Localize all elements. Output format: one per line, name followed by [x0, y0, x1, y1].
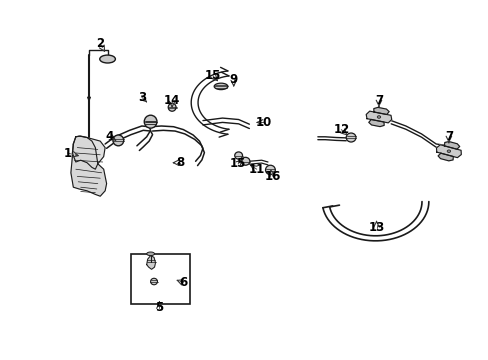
Polygon shape [366, 111, 391, 123]
Polygon shape [72, 136, 105, 169]
Text: 16: 16 [264, 170, 281, 183]
Text: 1: 1 [63, 147, 71, 159]
Bar [131, 254, 189, 304]
Ellipse shape [376, 116, 380, 118]
Text: 4: 4 [106, 130, 114, 143]
Ellipse shape [150, 278, 157, 285]
Text: 11: 11 [248, 163, 264, 176]
Ellipse shape [113, 135, 123, 146]
Polygon shape [71, 136, 106, 196]
Ellipse shape [146, 252, 154, 256]
Text: 5: 5 [155, 301, 163, 314]
Text: 2: 2 [96, 37, 104, 50]
Ellipse shape [168, 103, 176, 111]
Text: 3: 3 [138, 91, 145, 104]
Text: 9: 9 [229, 73, 237, 86]
Ellipse shape [241, 157, 249, 165]
Text: 15: 15 [229, 157, 246, 170]
Text: 15: 15 [204, 69, 221, 82]
Ellipse shape [144, 115, 157, 128]
Text: 8: 8 [176, 156, 183, 169]
Polygon shape [146, 256, 155, 269]
Ellipse shape [446, 150, 450, 153]
Polygon shape [368, 120, 384, 127]
Ellipse shape [100, 55, 115, 63]
Polygon shape [437, 153, 452, 161]
Text: 13: 13 [367, 221, 384, 234]
Polygon shape [436, 145, 460, 158]
Ellipse shape [346, 133, 355, 142]
Text: 14: 14 [163, 94, 180, 107]
Text: 6: 6 [179, 276, 187, 289]
Ellipse shape [265, 165, 275, 175]
Ellipse shape [234, 152, 242, 159]
Text: 10: 10 [255, 116, 272, 129]
Text: 12: 12 [332, 123, 349, 136]
Ellipse shape [214, 83, 227, 90]
Text: 7: 7 [444, 130, 452, 143]
Text: 7: 7 [374, 94, 382, 107]
Polygon shape [444, 141, 459, 149]
Polygon shape [373, 107, 388, 114]
